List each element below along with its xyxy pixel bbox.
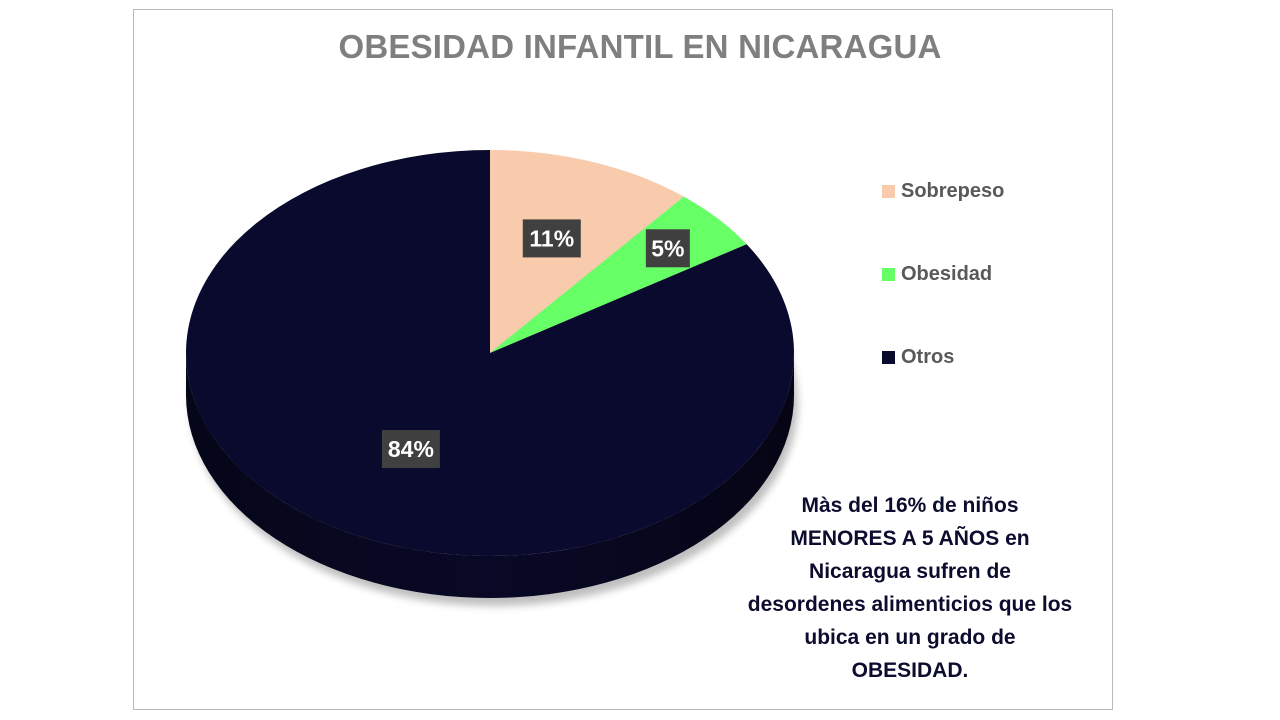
legend-item-obesidad: Obesidad xyxy=(882,263,992,286)
note-line: ubica en un grado de xyxy=(804,626,1016,649)
note-line: Nicaragua sufren de xyxy=(809,560,1011,583)
legend-label: Obesidad xyxy=(901,263,993,285)
chart-note: Màs del 16% de niños MENORES A 5 AÑOS en… xyxy=(720,489,1100,687)
data-label-text: 11% xyxy=(529,225,574,251)
data-label-sobrepeso: 11% xyxy=(522,219,581,258)
data-label-text: 84% xyxy=(388,436,434,462)
data-label-box xyxy=(522,219,581,258)
note-line: MENORES A 5 AÑOS en xyxy=(790,527,1030,550)
note-line: desordenes alimenticios que los xyxy=(747,593,1073,616)
data-label-box xyxy=(381,430,440,469)
data-label-text: 5% xyxy=(651,235,684,261)
legend-swatch xyxy=(882,268,895,281)
pie-side-otros xyxy=(186,353,794,598)
data-label-box xyxy=(645,229,690,268)
pie-slice-sobrepeso xyxy=(490,150,684,353)
note-line: Màs del 16% de niños xyxy=(801,494,1019,517)
legend-label: Sobrepeso xyxy=(901,180,1005,202)
legend-swatch xyxy=(882,351,895,364)
data-label-otros: 84% xyxy=(381,430,440,469)
note-line: OBESIDAD. xyxy=(851,659,969,682)
legend-item-otros: Otros xyxy=(882,346,954,369)
legend-swatch xyxy=(882,185,895,198)
legend-item-sobrepeso: Sobrepeso xyxy=(882,180,1004,203)
data-label-obesidad: 5% xyxy=(645,229,690,268)
chart-title: OBESIDAD INFANTIL EN NICARAGUA xyxy=(338,28,942,65)
legend-label: Otros xyxy=(901,346,955,368)
pie-slice-otros xyxy=(185,150,794,556)
